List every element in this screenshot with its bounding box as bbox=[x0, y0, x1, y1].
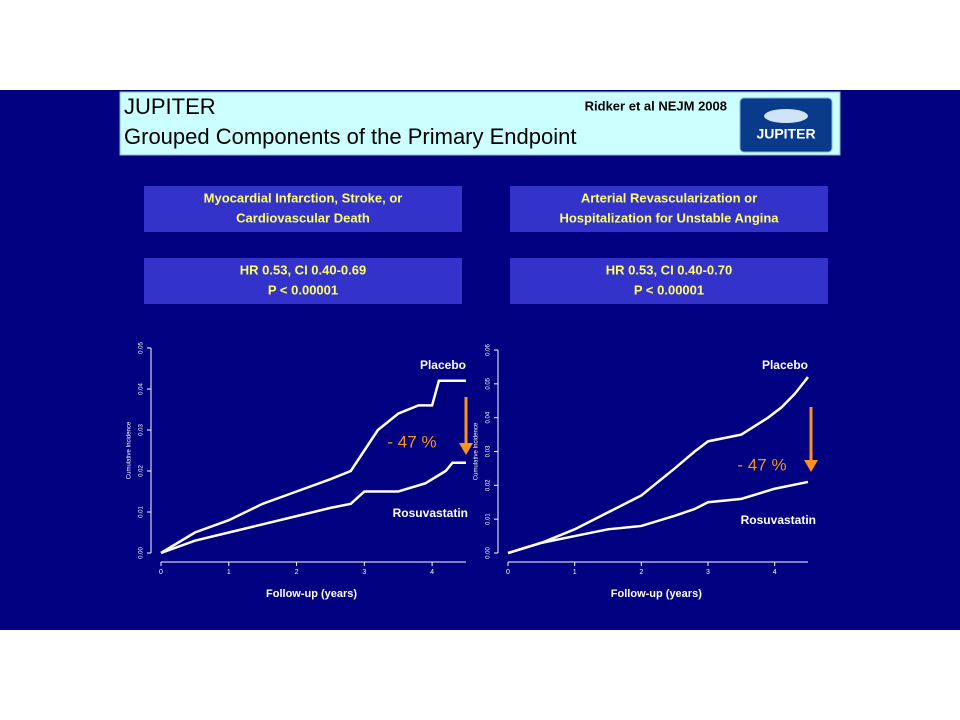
stats-text: HR 0.53, CI 0.40-0.69 bbox=[240, 262, 366, 277]
x-tick-label: 0 bbox=[506, 569, 510, 576]
logo-box bbox=[739, 97, 833, 153]
y-tick-label: 0.04 bbox=[486, 411, 492, 423]
heading-box bbox=[144, 186, 462, 232]
x-axis-label: Follow-up (years) bbox=[266, 588, 357, 600]
reduction-label: - 47 % bbox=[387, 432, 436, 451]
header-subtitle: Grouped Components of the Primary Endpoi… bbox=[124, 124, 576, 149]
y-tick-label: 0.01 bbox=[139, 506, 145, 518]
series-label: Rosuvastatin bbox=[741, 513, 816, 527]
y-tick-label: 0.02 bbox=[139, 465, 145, 477]
x-tick-label: 4 bbox=[430, 569, 434, 576]
series-line bbox=[160, 461, 466, 555]
stats-text: HR 0.53, CI 0.40-0.70 bbox=[606, 262, 732, 277]
x-axis-label: Follow-up (years) bbox=[611, 588, 702, 600]
x-tick-label: 3 bbox=[362, 569, 366, 576]
series-line bbox=[507, 376, 809, 555]
heading-text: Arterial Revascularization or bbox=[581, 190, 757, 205]
x-tick-label: 3 bbox=[706, 569, 710, 576]
y-tick-label: 0.05 bbox=[486, 377, 492, 389]
y-tick-label: 0.06 bbox=[486, 344, 492, 356]
x-tick-label: 4 bbox=[773, 569, 777, 576]
stats-text: P < 0.00001 bbox=[634, 282, 704, 297]
header-title: JUPITER bbox=[124, 94, 216, 119]
x-tick-label: 1 bbox=[227, 569, 231, 576]
logo-text: JUPITER bbox=[756, 126, 815, 142]
series-line bbox=[160, 379, 466, 555]
reduction-arrowhead bbox=[804, 460, 818, 472]
logo-emblem bbox=[764, 109, 808, 123]
y-tick-label: 0.04 bbox=[139, 383, 145, 395]
x-tick-label: 0 bbox=[159, 569, 163, 576]
header-box bbox=[119, 91, 841, 156]
heading-text: Hospitalization for Unstable Angina bbox=[559, 210, 779, 225]
heading-box bbox=[510, 186, 828, 232]
y-tick-label: 0.03 bbox=[139, 424, 145, 436]
stats-text: P < 0.00001 bbox=[268, 282, 338, 297]
citation: Ridker et al NEJM 2008 bbox=[585, 98, 727, 113]
heading-text: Cardiovascular Death bbox=[236, 210, 370, 225]
y-tick-label: 0.00 bbox=[139, 547, 145, 559]
series-label: Placebo bbox=[420, 358, 466, 372]
slide-background bbox=[0, 90, 960, 630]
stats-box bbox=[510, 258, 828, 304]
y-tick-label: 0.00 bbox=[486, 547, 492, 559]
series-line bbox=[507, 480, 809, 555]
series-label: Placebo bbox=[762, 358, 808, 372]
y-tick-label: 0.05 bbox=[139, 342, 145, 354]
y-tick-label: 0.03 bbox=[486, 445, 492, 457]
y-axis-label: Cumulative Incidence bbox=[474, 422, 480, 480]
stats-box bbox=[144, 258, 462, 304]
y-tick-label: 0.02 bbox=[486, 479, 492, 491]
reduction-label: - 47 % bbox=[737, 455, 786, 474]
x-tick-label: 2 bbox=[639, 569, 643, 576]
series-label: Rosuvastatin bbox=[393, 506, 468, 520]
heading-text: Myocardial Infarction, Stroke, or bbox=[204, 190, 403, 205]
x-tick-label: 2 bbox=[295, 569, 299, 576]
y-axis-label: Cumulative Incidence bbox=[127, 421, 133, 479]
x-tick-label: 1 bbox=[573, 569, 577, 576]
y-tick-label: 0.01 bbox=[486, 513, 492, 525]
reduction-arrowhead bbox=[459, 443, 473, 455]
